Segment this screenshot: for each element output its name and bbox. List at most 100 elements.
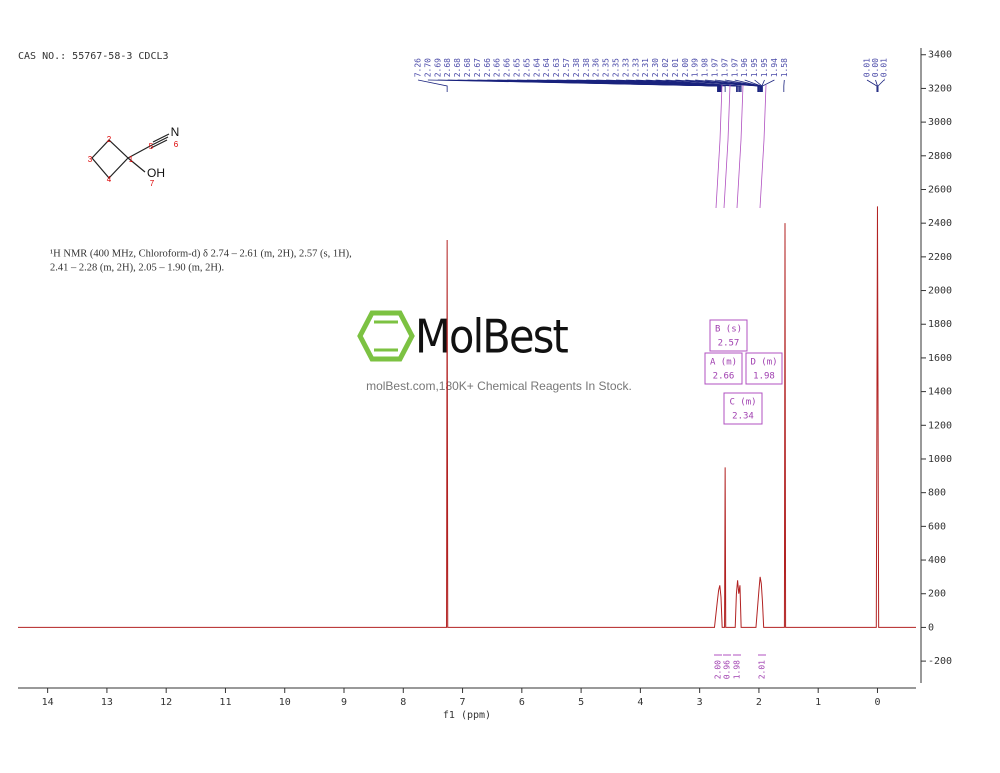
x-axis-label: f1 (ppm) <box>443 710 491 721</box>
atom-number: 4 <box>107 175 112 184</box>
x-tick-label: 0 <box>874 697 880 708</box>
integral-label: 1.98 <box>733 660 742 679</box>
multiplet-shift: 2.57 <box>718 339 740 349</box>
peak-label: 7.26 <box>414 58 423 77</box>
integral-curve <box>723 84 731 209</box>
peak-label: 2.66 <box>483 58 492 77</box>
logo <box>357 310 415 362</box>
peak-label: 1.97 <box>730 58 739 77</box>
peak-label: 2.65 <box>522 58 531 77</box>
x-tick-label: 11 <box>219 697 231 708</box>
peak-label: 2.68 <box>443 58 452 77</box>
atom-number: 5 <box>149 142 154 151</box>
molecule <box>91 133 170 179</box>
nmr-text: 2.41 – 2.28 (m, 2H), 2.05 – 1.90 (m, 2H)… <box>50 262 224 273</box>
multiplet-name: B (s) <box>715 325 742 335</box>
y-tick-label: 2400 <box>928 218 952 229</box>
multiplet-box <box>745 352 783 385</box>
x-tick-label: 13 <box>101 697 113 708</box>
peak-label: 1.98 <box>701 58 710 77</box>
y-tick-label: 800 <box>928 488 946 499</box>
peak-label: 2.33 <box>621 58 630 77</box>
bond <box>127 144 153 159</box>
y-tick-label: 1000 <box>928 454 952 465</box>
watermark-brand: MolBest <box>415 310 568 364</box>
bond <box>150 139 168 149</box>
x-tick-label: 14 <box>42 697 54 708</box>
peak-label: 2.69 <box>433 58 442 77</box>
header: CAS NO.: 55767-58-3 CDCL3 <box>18 51 169 62</box>
integral-curve <box>759 84 767 209</box>
peak-label: 1.94 <box>770 58 779 77</box>
peak-label: 2.35 <box>602 58 611 77</box>
y-tick-label: 3400 <box>928 50 952 61</box>
x-tick-label: 3 <box>697 697 703 708</box>
molecule-labels: 1 2 3 4 5 6 7 N OH <box>88 125 180 188</box>
multiplet-name: D (m) <box>750 358 777 368</box>
y-tick-label: 1600 <box>928 353 952 364</box>
peak-label: 2.66 <box>493 58 502 77</box>
bond <box>152 133 170 143</box>
atom-number: 2 <box>107 135 112 144</box>
peak-label: 1.97 <box>711 58 720 77</box>
y-tick-label: 2000 <box>928 286 952 297</box>
x-tick-label: 1 <box>815 697 821 708</box>
peak-label: 2.36 <box>592 58 601 77</box>
peak-connector <box>875 79 878 92</box>
integral-curve <box>715 84 723 209</box>
x-tick-label: 2 <box>756 697 762 708</box>
integral-label: 2.01 <box>758 660 767 679</box>
y-tick-label: 3200 <box>928 83 952 94</box>
ring <box>91 139 129 179</box>
peak-label: 2.02 <box>661 58 670 77</box>
peak-connector <box>655 79 742 92</box>
y-tick-label: 2600 <box>928 184 952 195</box>
integral-label: 2.00 <box>714 660 723 679</box>
peak-label: 0.00 <box>871 58 880 77</box>
peak-label: 2.66 <box>503 58 512 77</box>
multiplet-shift: 2.34 <box>732 412 754 422</box>
peak-label: 1.97 <box>720 58 729 77</box>
peak-label: 0.01 <box>863 58 872 77</box>
nmr-text: ¹H NMR (400 MHz, Chloroform-d) δ 2.74 – … <box>50 248 352 259</box>
bond <box>127 157 146 173</box>
y-tick-label: 400 <box>928 555 946 566</box>
peak-label: 2.30 <box>651 58 660 77</box>
peak-label: 2.38 <box>572 58 581 77</box>
multiplet-shift: 1.98 <box>753 372 775 382</box>
peak-label: 2.70 <box>423 58 432 77</box>
peak-connector <box>761 79 765 92</box>
peak-label: 1.99 <box>691 58 700 77</box>
peak-label: 2.33 <box>631 58 640 77</box>
peak-label: -0.01 <box>880 58 889 82</box>
peak-label: 2.63 <box>552 58 561 77</box>
peak-label: 2.64 <box>532 58 541 77</box>
y-tick-label: 2200 <box>928 252 952 263</box>
peak-label: 2.00 <box>681 58 690 77</box>
peak-label: 1.58 <box>780 58 789 77</box>
peak-label: 1.95 <box>760 58 769 77</box>
multiplet-name: C (m) <box>729 398 756 408</box>
x-tick-label: 9 <box>341 697 347 708</box>
multiplet-name: A (m) <box>710 358 737 368</box>
atom-number: 6 <box>174 140 179 149</box>
y-tick-label: 0 <box>928 622 934 633</box>
x-tick-label: 10 <box>279 697 291 708</box>
peak-label: 2.01 <box>671 58 680 77</box>
peak-connector <box>877 79 885 92</box>
multiplet-box <box>723 392 763 425</box>
peak-label: 2.67 <box>473 58 482 77</box>
y-tick-label: 2800 <box>928 151 952 162</box>
peak-connector <box>866 79 878 92</box>
x-tick-label: 5 <box>578 697 584 708</box>
peak-label: 1.96 <box>740 58 749 77</box>
peak-label: 2.65 <box>513 58 522 77</box>
y-tick-label: 200 <box>928 589 946 600</box>
integral-label: 0.96 <box>723 660 732 679</box>
y-tick-label: 3000 <box>928 117 952 128</box>
bond <box>151 136 169 146</box>
logo-hexagon <box>357 310 415 362</box>
multiplet-box <box>709 319 748 352</box>
x-tick-label: 7 <box>460 697 466 708</box>
peak-label: 2.31 <box>641 58 650 77</box>
